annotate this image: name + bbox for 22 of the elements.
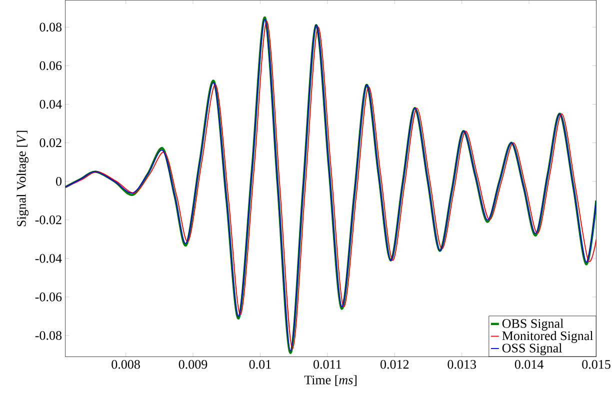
y-tick-label: 0.02 [40, 138, 62, 147]
y-tick-label: -0.04 [35, 254, 62, 263]
legend-label: OBS Signal [502, 318, 564, 330]
y-tick-label: 0.06 [40, 61, 62, 70]
y-tick-label: -0.08 [35, 330, 62, 340]
x-tick-label: 0.008 [112, 360, 140, 369]
x-tick-label: 0.01 [249, 360, 271, 369]
x-tick-label: 0.012 [380, 360, 409, 369]
y-tick-label: -0.02 [35, 215, 62, 224]
y-tick-label: 0 [56, 176, 62, 186]
y-tick-label: -0.06 [35, 292, 62, 302]
y-axis-title: Signal Voltage [V] [16, 130, 29, 226]
y-tick-label: 0.04 [40, 100, 62, 108]
x-axis-title: Time [ms] [304, 374, 357, 386]
x-tick-label: 0.014 [514, 360, 544, 369]
legend-label: OSS Signal [502, 343, 562, 355]
x-tick-label: 0.011 [314, 360, 342, 369]
y-tick-label: 0.08 [40, 22, 62, 32]
legend-label: Monitored Signal [502, 330, 594, 343]
x-tick-label: 0.015 [582, 360, 610, 369]
x-tick-label: 0.009 [178, 360, 208, 369]
x-tick-label: 0.013 [448, 360, 476, 369]
